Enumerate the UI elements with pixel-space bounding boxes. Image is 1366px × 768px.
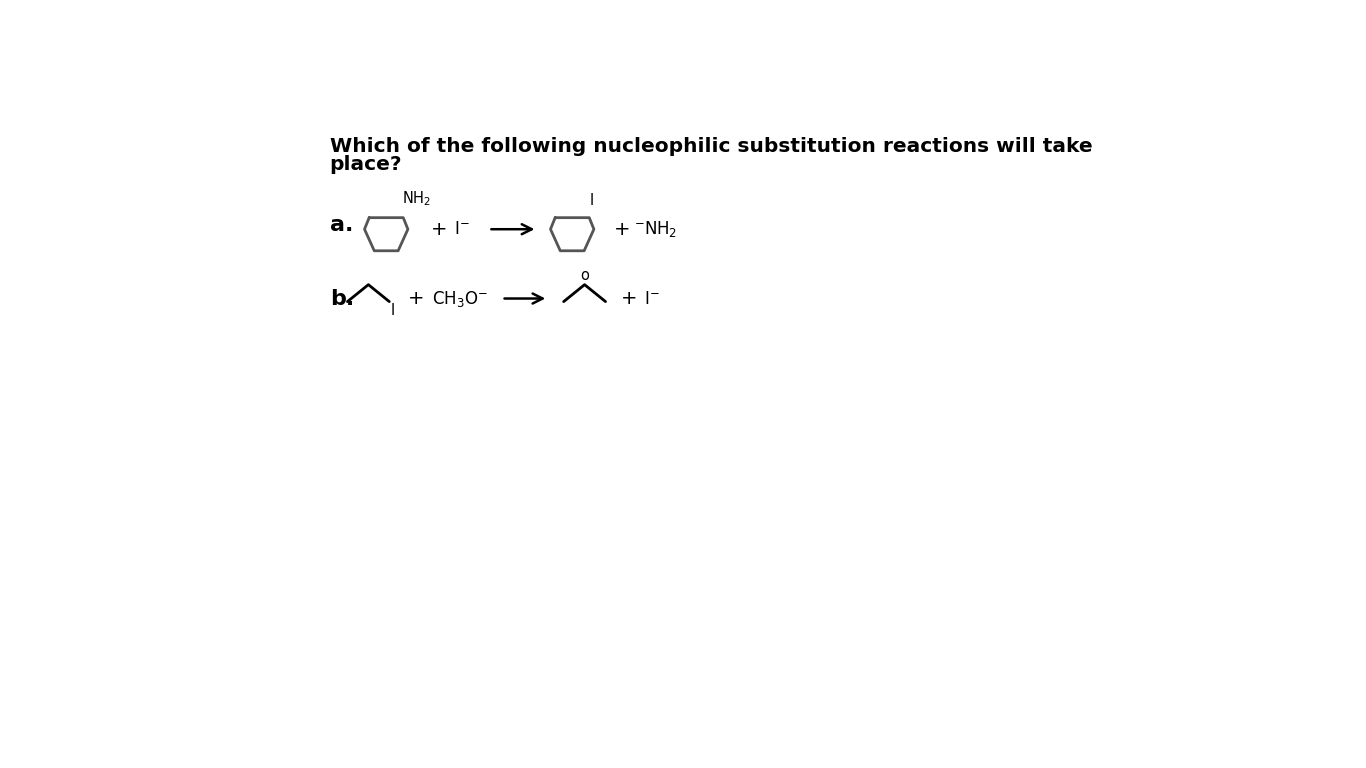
Text: I$^{-}$: I$^{-}$ [645,290,660,307]
Text: +: + [615,220,631,239]
Text: I: I [589,193,593,207]
Text: I: I [391,303,395,318]
Text: place?: place? [329,154,402,174]
Text: I$^{-}$: I$^{-}$ [455,220,470,238]
Text: o: o [581,268,589,283]
Text: a.: a. [329,215,352,235]
Text: b.: b. [329,289,354,309]
Text: Which of the following nucleophilic substitution reactions will take: Which of the following nucleophilic subs… [329,137,1093,156]
Text: +: + [408,289,425,308]
Text: +: + [430,220,447,239]
Text: +: + [620,289,637,308]
Text: CH$_3$O$^{-}$: CH$_3$O$^{-}$ [432,289,488,309]
Text: NH$_2$: NH$_2$ [402,189,430,207]
Text: $^{-}$NH$_2$: $^{-}$NH$_2$ [634,219,678,239]
